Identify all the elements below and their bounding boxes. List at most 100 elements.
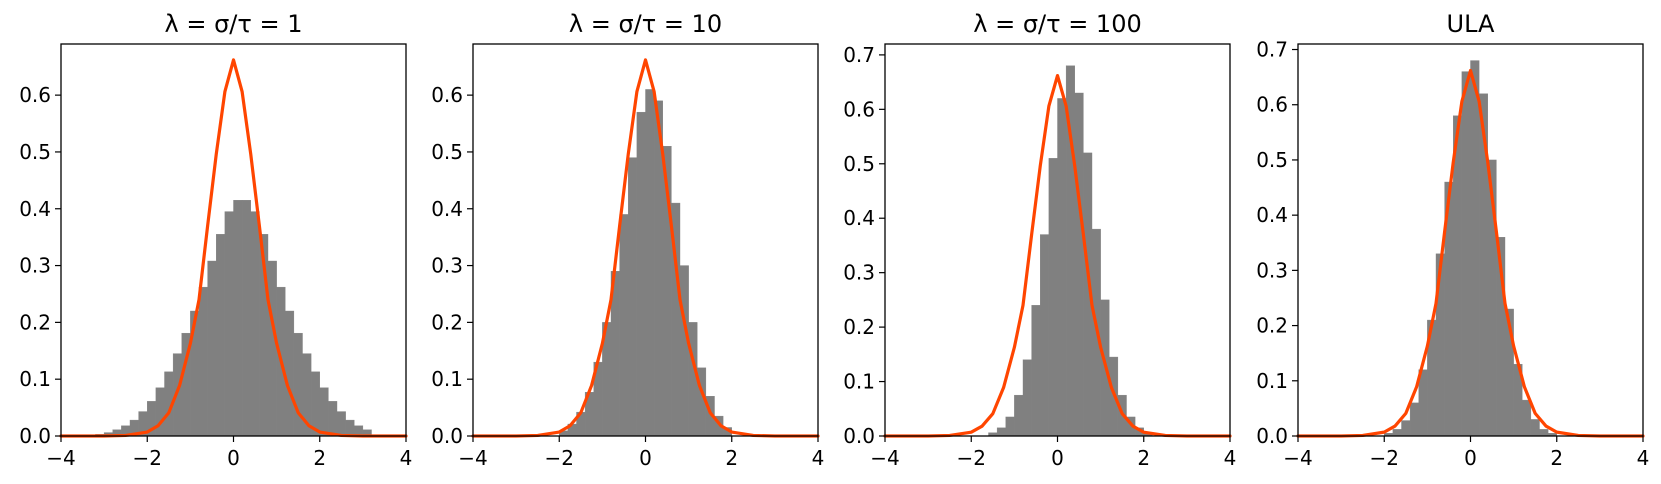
histogram-bar (1014, 394, 1024, 437)
histogram-bar (198, 286, 208, 437)
panel-title: ULA (1447, 10, 1495, 38)
y-tick-label: 0.5 (1256, 148, 1288, 172)
x-tick-label: −2 (1370, 446, 1399, 470)
histogram-bar (241, 200, 251, 437)
y-tick-label: 0.3 (19, 254, 51, 278)
x-tick-label: −2 (545, 446, 574, 470)
panel-4: −4 −2 0 2 4 0.0 0.1 0.2 0.3 0.4 0.5 0.6 0.7 ULA (1256, 10, 1649, 470)
histogram-bar (328, 401, 338, 437)
density-curve (471, 58, 820, 438)
histogram-bar (207, 260, 217, 437)
x-tick-label: 2 (1550, 446, 1563, 470)
y-tick-label: 0.5 (431, 140, 463, 164)
histogram-bar (1470, 60, 1480, 437)
histogram-bar (1461, 71, 1471, 437)
y-tick-label: 0.0 (1256, 424, 1288, 448)
histogram-bar (216, 234, 226, 437)
x-tick-label: 4 (812, 446, 825, 470)
histogram-bar (1022, 359, 1032, 437)
y-tick-label: 0.2 (431, 310, 463, 334)
histogram-bar (1409, 402, 1419, 437)
y-tick-label: 0.0 (19, 424, 51, 448)
y-tick-label: 0.0 (843, 424, 875, 448)
histogram-bar (1522, 399, 1532, 437)
x-tick-label: −4 (458, 446, 487, 470)
y-tick-label: 0.4 (431, 197, 463, 221)
histogram-bar (1031, 305, 1041, 437)
histogram-bar (628, 157, 638, 437)
panel-title: λ = σ/τ = 10 (569, 10, 722, 38)
x-tick-label: 0 (1464, 446, 1477, 470)
density-curve (59, 58, 408, 438)
x-tick-label: −4 (46, 446, 75, 470)
density-curve (883, 73, 1232, 438)
histogram-bar (1530, 419, 1540, 437)
histogram-bar (250, 211, 260, 437)
y-tick-label: 0.1 (19, 367, 51, 391)
y-tick-label: 0.4 (843, 206, 875, 230)
histogram-bar (285, 310, 295, 437)
x-tick-label: −2 (133, 446, 162, 470)
y-tick-label: 0.4 (1256, 203, 1288, 227)
panel-1: −4 −2 0 2 4 0.0 0.1 0.2 0.3 0.4 0.5 0.6 λ = σ/τ = 1 (19, 10, 412, 470)
histogram-bar (1005, 416, 1015, 437)
x-tick-label: −4 (1283, 446, 1312, 470)
x-tick-label: 0 (227, 446, 240, 470)
y-tick-label: 0.3 (843, 261, 875, 285)
histogram-bar (1539, 429, 1549, 437)
x-tick-label: 0 (1051, 446, 1064, 470)
histogram-bar (293, 332, 303, 437)
panel-title: λ = σ/τ = 1 (165, 10, 303, 38)
panel-3: −4 −2 0 2 4 0.0 0.1 0.2 0.3 0.4 0.5 0.6 0.7 λ = σ/τ =… (843, 10, 1236, 470)
x-tick-label: 2 (725, 446, 738, 470)
histogram-bar (224, 211, 234, 437)
histogram-bar (688, 322, 698, 437)
histogram-bar (233, 200, 243, 437)
y-tick-label: 0.6 (1256, 93, 1288, 117)
y-tick-label: 0.0 (431, 424, 463, 448)
histogram-bar (636, 111, 646, 437)
x-tick-label: 0 (639, 446, 652, 470)
y-tick-label: 0.4 (19, 197, 51, 221)
x-tick-label: 2 (313, 446, 326, 470)
x-tick-label: 4 (1637, 446, 1650, 470)
y-tick-label: 0.1 (843, 370, 875, 394)
histogram-bar (155, 387, 165, 437)
histogram-bar (619, 214, 629, 437)
histogram-bar (1048, 158, 1058, 437)
histogram-bar (1401, 420, 1411, 437)
y-tick-label: 0.6 (843, 97, 875, 121)
x-tick-label: 4 (400, 446, 413, 470)
histogram-bar (996, 427, 1006, 437)
y-tick-label: 0.1 (1256, 369, 1288, 393)
histogram-bar (267, 260, 277, 437)
y-tick-label: 0.3 (431, 254, 463, 278)
y-tick-label: 0.6 (19, 83, 51, 107)
y-tick-label: 0.2 (843, 315, 875, 339)
y-tick-label: 0.1 (431, 367, 463, 391)
y-tick-label: 0.6 (431, 83, 463, 107)
y-tick-label: 0.2 (19, 310, 51, 334)
panel-title: λ = σ/τ = 100 (973, 10, 1142, 38)
y-tick-label: 0.7 (843, 43, 875, 67)
histogram-bar (1057, 98, 1067, 437)
histogram-bar (1392, 429, 1402, 437)
histogram-bar (679, 265, 689, 437)
y-tick-label: 0.2 (1256, 314, 1288, 338)
histogram-bar (319, 387, 329, 437)
y-tick-label: 0.5 (843, 152, 875, 176)
y-tick-label: 0.7 (1256, 38, 1288, 62)
histogram-bar (1074, 92, 1084, 437)
histogram-bar (345, 419, 355, 437)
density-curve (1296, 68, 1645, 438)
y-tick-label: 0.3 (1256, 258, 1288, 282)
y-tick-label: 0.5 (19, 140, 51, 164)
histogram-bar (336, 411, 346, 437)
x-tick-label: 2 (1137, 446, 1150, 470)
x-tick-label: −4 (870, 446, 899, 470)
x-tick-label: −2 (957, 446, 986, 470)
histogram-bar (1040, 234, 1050, 437)
panel-2: −4 −2 0 2 4 0.0 0.1 0.2 0.3 0.4 0.5 0.6 λ = σ/τ = 10 (431, 10, 824, 470)
histogram-bar (645, 89, 655, 437)
